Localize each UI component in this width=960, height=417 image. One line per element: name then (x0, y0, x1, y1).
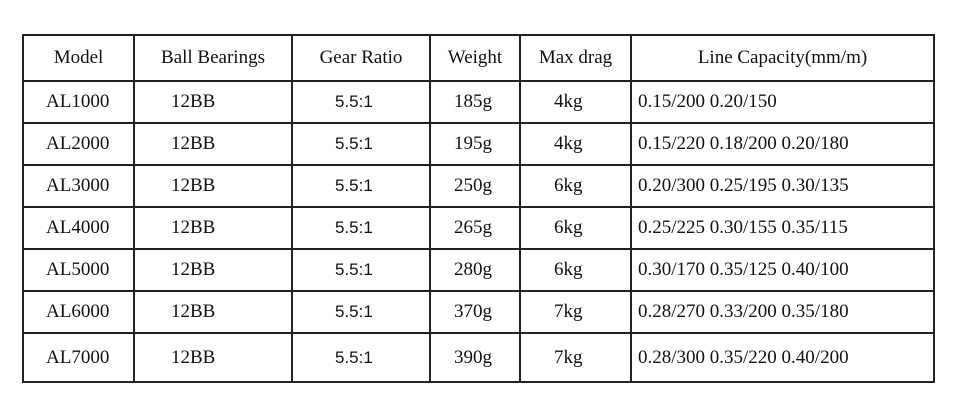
table-cell: AL1000 (22, 80, 135, 124)
table-cell: 0.20/300 0.25/195 0.30/135 (630, 164, 935, 208)
table-cell: 390g (429, 332, 521, 383)
header-cell: Model (22, 34, 135, 82)
table-cell: 12BB (133, 80, 293, 124)
header-row: Model Ball Bearings Gear Ratio Weight Max dr… (22, 34, 935, 82)
table-cell: 5.5:1 (291, 80, 431, 124)
header-cell: Max drag (519, 34, 632, 82)
table-cell: 5.5:1 (291, 332, 431, 383)
table-cell: 6kg (519, 248, 632, 292)
header-cell: Line Capacity(mm/m) (630, 34, 935, 82)
header-cell: Ball Bearings (133, 34, 293, 82)
table-cell: 0.28/270 0.33/200 0.35/180 (630, 290, 935, 334)
spec-table: Model Ball Bearings Gear Ratio Weight Max dr… (22, 34, 935, 383)
table-cell: 0.15/220 0.18/200 0.20/180 (630, 122, 935, 166)
table-cell: AL2000 (22, 122, 135, 166)
table-cell: 4kg (519, 80, 632, 124)
table-cell: 5.5:1 (291, 206, 431, 250)
table-cell: 7kg (519, 290, 632, 334)
table-cell: 7kg (519, 332, 632, 383)
table-cell: 12BB (133, 206, 293, 250)
table-cell: 0.30/170 0.35/125 0.40/100 (630, 248, 935, 292)
header-cell: Weight (429, 34, 521, 82)
table-cell: 12BB (133, 164, 293, 208)
table-cell: 12BB (133, 122, 293, 166)
table-cell: 265g (429, 206, 521, 250)
table-cell: AL7000 (22, 332, 135, 383)
table-cell: 0.28/300 0.35/220 0.40/200 (630, 332, 935, 383)
table-cell: 4kg (519, 122, 632, 166)
table-cell: 5.5:1 (291, 122, 431, 166)
table-row: AL2000 12BB 5.5:1 195g 4kg 0.15/220 0.18/200 … (22, 122, 935, 166)
table-cell: 6kg (519, 206, 632, 250)
table-row: AL5000 12BB 5.5:1 280g 6kg 0.30/170 0.35/125 … (22, 248, 935, 292)
table-cell: AL6000 (22, 290, 135, 334)
table-cell: 12BB (133, 290, 293, 334)
table-cell: 195g (429, 122, 521, 166)
table-cell: 370g (429, 290, 521, 334)
header-cell: Gear Ratio (291, 34, 431, 82)
table-row: AL3000 12BB 5.5:1 250g 6kg 0.20/300 0.25/195 … (22, 164, 935, 208)
table-cell: 0.25/225 0.30/155 0.35/115 (630, 206, 935, 250)
table-cell: 6kg (519, 164, 632, 208)
table-row: AL6000 12BB 5.5:1 370g 7kg 0.28/270 0.33/200 … (22, 290, 935, 334)
table-cell: 280g (429, 248, 521, 292)
table-cell: 250g (429, 164, 521, 208)
table-cell: 5.5:1 (291, 290, 431, 334)
table-body: AL1000 12BB 5.5:1 185g 4kg 0.15/200 0.20/150 A… (22, 80, 935, 383)
table-cell: 12BB (133, 248, 293, 292)
table-cell: 12BB (133, 332, 293, 383)
table-cell: AL3000 (22, 164, 135, 208)
table-cell: 5.5:1 (291, 248, 431, 292)
table-cell: 185g (429, 80, 521, 124)
table-row: AL1000 12BB 5.5:1 185g 4kg 0.15/200 0.20/150 (22, 80, 935, 124)
table-row: AL7000 12BB 5.5:1 390g 7kg 0.28/300 0.35/220 … (22, 332, 935, 383)
table-cell: 0.15/200 0.20/150 (630, 80, 935, 124)
table-cell: 5.5:1 (291, 164, 431, 208)
table-cell: AL5000 (22, 248, 135, 292)
table-row: AL4000 12BB 5.5:1 265g 6kg 0.25/225 0.30/155 … (22, 206, 935, 250)
table-cell: AL4000 (22, 206, 135, 250)
